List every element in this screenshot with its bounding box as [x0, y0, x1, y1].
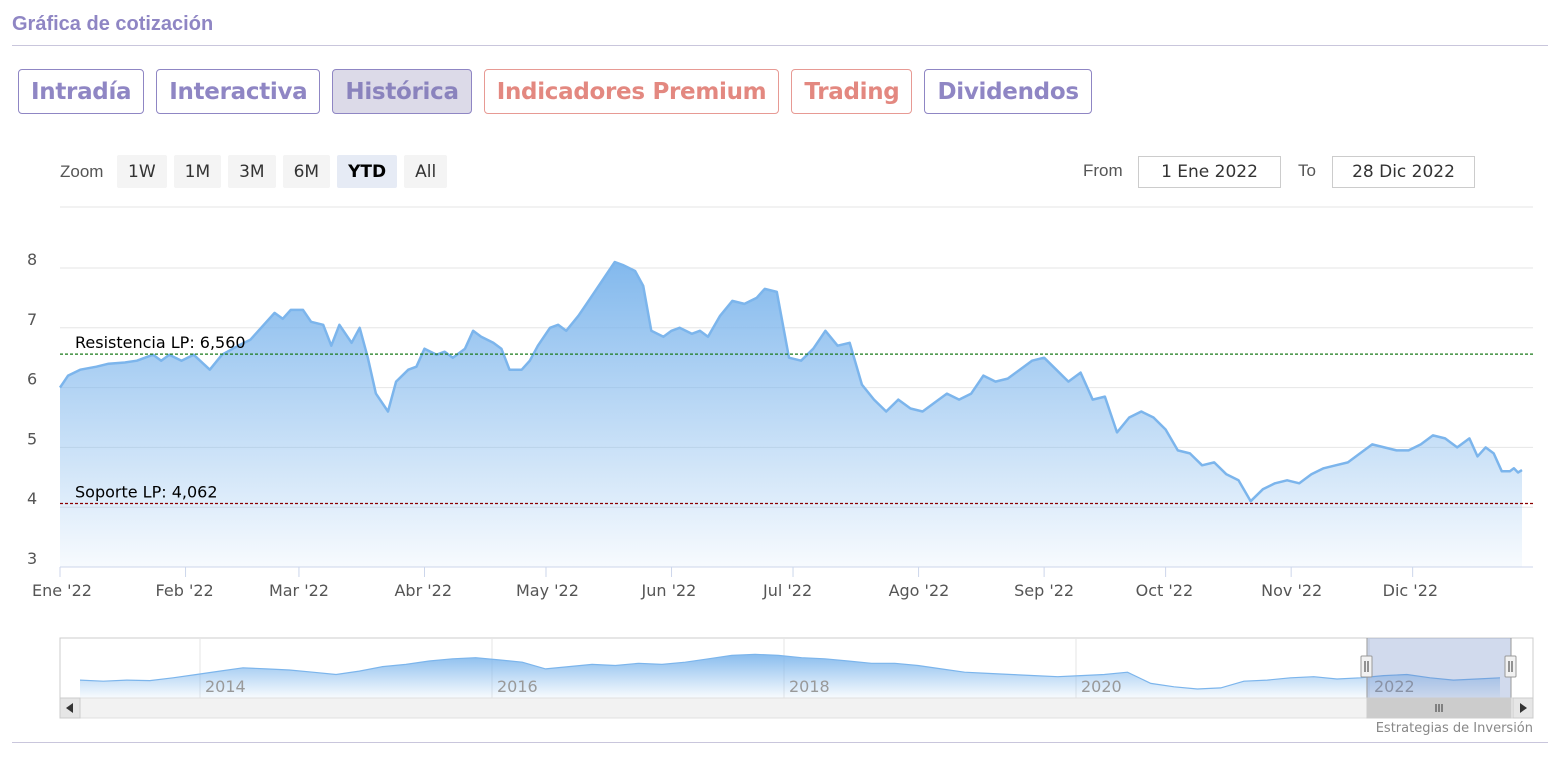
x-tick-label: Oct '22 — [1136, 581, 1194, 600]
y-tick-label: 5 — [27, 429, 37, 448]
y-tick-label: 4 — [27, 489, 37, 508]
zoom-3m-button[interactable]: 3M — [228, 155, 276, 188]
scrollbar-right-arrow[interactable] — [1512, 697, 1534, 719]
bottom-divider — [12, 742, 1548, 743]
scrollbar-thumb[interactable] — [1366, 697, 1512, 719]
navigator-year-label: 2022 — [1374, 677, 1415, 696]
zoom-ytd-button[interactable]: YTD — [337, 155, 398, 188]
page-title: Gráfica de cotización — [12, 13, 214, 35]
navigator-year-label: 2016 — [497, 677, 538, 696]
scrollbar-left-arrow[interactable] — [59, 697, 81, 719]
tab-trading[interactable]: Trading — [791, 69, 913, 114]
from-date-input[interactable]: 1 Ene 2022 — [1138, 156, 1281, 188]
x-axis: Ene '22 Feb '22 Mar '22 Abr '22 May '22 Jun '… — [32, 567, 1438, 600]
navigator-left-handle[interactable] — [1360, 655, 1373, 678]
zoom-6m-button[interactable]: 6M — [282, 155, 331, 188]
from-label: From — [1083, 161, 1123, 180]
tab-intradia[interactable]: Intradía — [18, 69, 145, 114]
x-tick-label: May '22 — [516, 581, 579, 600]
tab-indicadores-premium[interactable]: Indicadores Premium — [483, 69, 780, 114]
tab-historica[interactable]: Histórica — [332, 69, 472, 114]
x-tick-label: Ago '22 — [889, 581, 950, 600]
price-area — [60, 262, 1522, 567]
tab-dividendos[interactable]: Dividendos — [924, 69, 1092, 114]
x-tick-label: Abr '22 — [394, 581, 452, 600]
scrollbar-track[interactable] — [59, 697, 1534, 719]
navigator-year-label: 2018 — [789, 677, 830, 696]
zoom-1w-button[interactable]: 1W — [117, 155, 167, 188]
y-axis: 3 4 5 6 7 8 — [27, 250, 37, 568]
navigator-selection[interactable] — [1367, 638, 1511, 698]
x-tick-label: Sep '22 — [1014, 581, 1074, 600]
chart-credits[interactable]: Estrategias de Inversión — [1375, 721, 1533, 736]
resistance-label: Resistencia LP: 6,560 — [75, 333, 246, 352]
x-tick-label: Dic '22 — [1383, 581, 1438, 600]
y-tick-label: 8 — [27, 250, 37, 269]
zoom-buttons: 1W 1M 3M 6M YTD All — [117, 155, 454, 188]
chart-tabs: Intradía Interactiva Histórica Indicador… — [18, 69, 1104, 114]
zoom-1m-button[interactable]: 1M — [173, 155, 222, 188]
x-tick-label: Nov '22 — [1261, 581, 1322, 600]
y-tick-label: 3 — [27, 549, 37, 568]
to-label: To — [1298, 161, 1316, 180]
price-line — [58, 260, 1523, 503]
navigator-line — [79, 653, 1501, 690]
zoom-label: Zoom — [60, 162, 104, 181]
x-tick-label: Jun '22 — [641, 581, 697, 600]
navigator-labels: 2014 2016 2018 2020 2022 — [205, 677, 1415, 696]
to-date-input[interactable]: 28 Dic 2022 — [1332, 156, 1475, 188]
x-tick-label: Ene '22 — [32, 581, 92, 600]
y-tick-label: 6 — [27, 370, 37, 389]
navigator-year-label: 2014 — [205, 677, 246, 696]
navigator-area — [80, 654, 1500, 698]
x-tick-label: Jul '22 — [762, 581, 812, 600]
support-label: Soporte LP: 4,062 — [75, 482, 218, 501]
title-divider — [12, 45, 1548, 46]
plot-lines: Resistencia LP: 6,560 Soporte LP: 4,062 — [60, 333, 1533, 505]
x-tick-label: Mar '22 — [269, 581, 329, 600]
x-tick-label: Feb '22 — [156, 581, 214, 600]
zoom-all-button[interactable]: All — [404, 155, 448, 188]
navigator-year-label: 2020 — [1081, 677, 1122, 696]
navigator-right-handle[interactable] — [1504, 655, 1517, 678]
tab-interactiva[interactable]: Interactiva — [156, 69, 321, 114]
y-tick-label: 7 — [27, 310, 37, 329]
